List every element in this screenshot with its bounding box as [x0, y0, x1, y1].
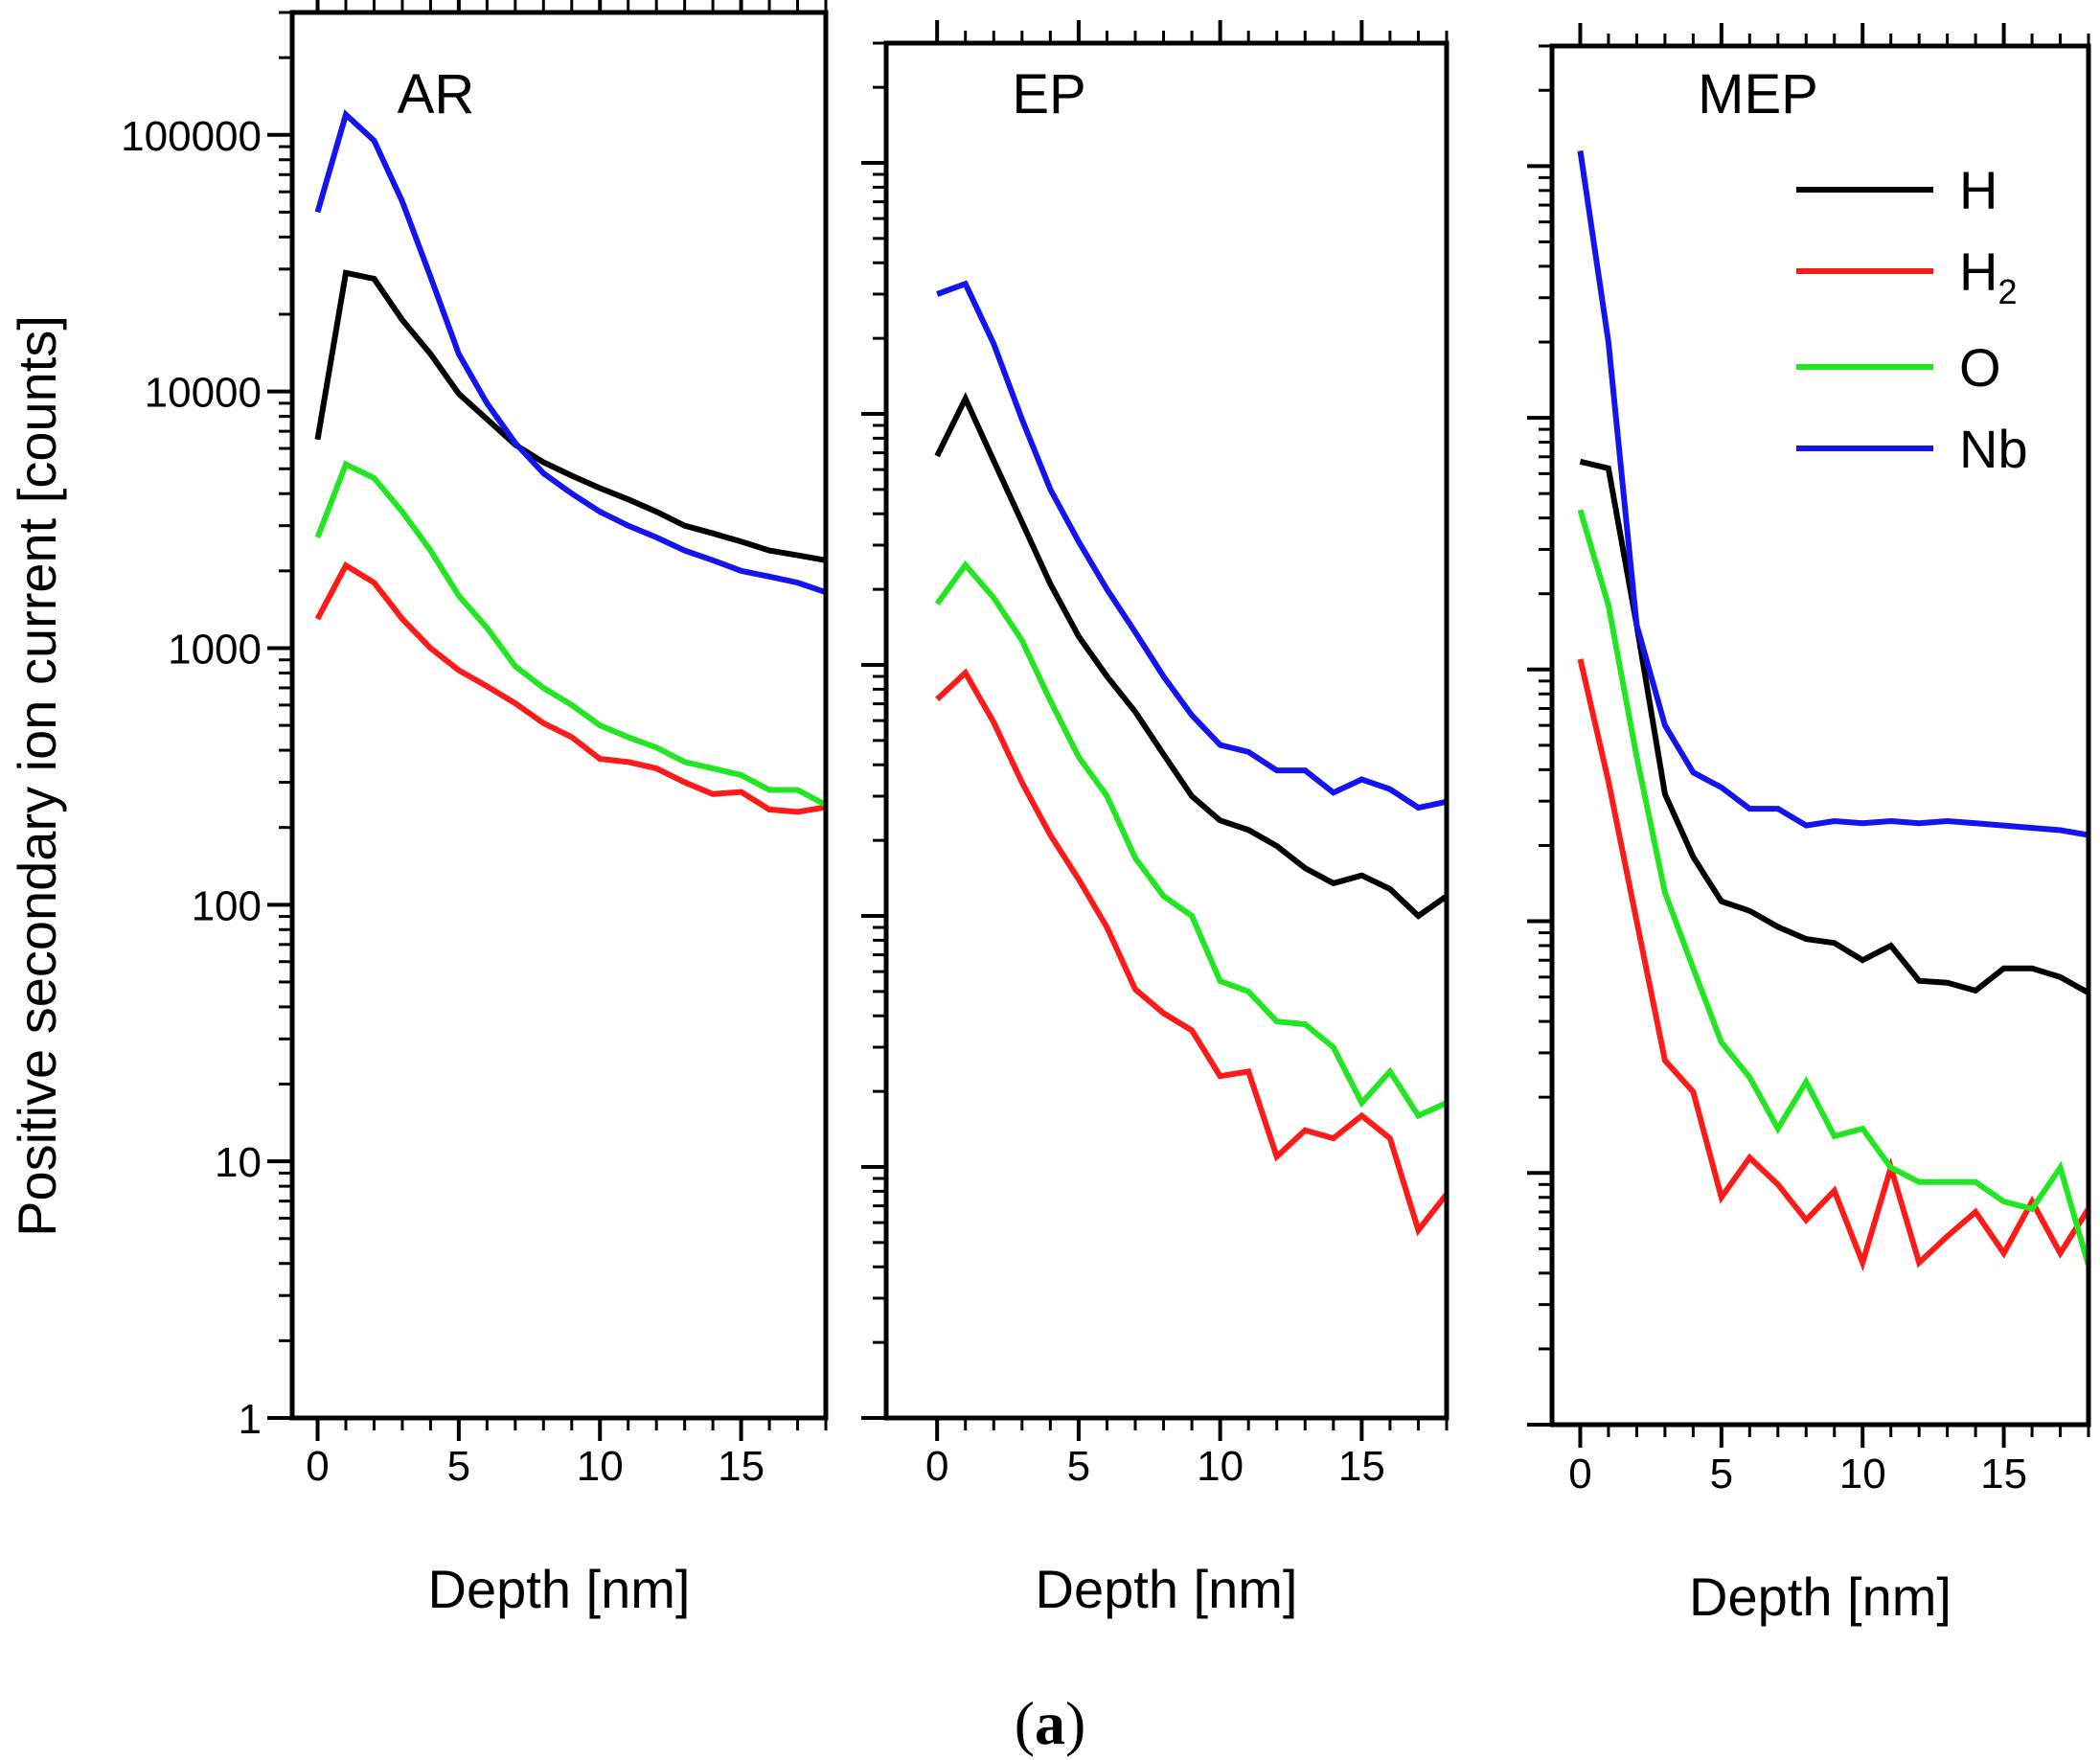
series-line-nb [314, 109, 827, 596]
series-line-h [1579, 458, 2090, 995]
x-tick-label: 15 [718, 1443, 765, 1490]
y-tick-label: 1 [239, 1396, 262, 1443]
series-line-h [314, 269, 827, 563]
x-tick-label: 10 [1197, 1443, 1244, 1490]
plot-frame [289, 10, 829, 1421]
panel-mep: 0 5 10 15 MEP Depth [nm] H H2 O Nb [1527, 23, 2091, 1627]
y-tick-label: 10 [215, 1139, 262, 1186]
x-tick-label: 0 [1568, 1451, 1591, 1497]
y-tick-label: 100000 [121, 113, 262, 160]
panel-title: EP [1012, 63, 1085, 126]
x-tick-label: 5 [447, 1443, 470, 1490]
x-tick-label: 5 [1710, 1451, 1733, 1497]
x-tick-label: 0 [925, 1443, 948, 1490]
series-line-o [934, 560, 1449, 1120]
x-tick-label: 0 [306, 1443, 329, 1490]
x-axis-label: Depth [nm] [428, 1559, 691, 1619]
legend-label-h: H [1959, 160, 1997, 220]
x-axis-label: Depth [nm] [1036, 1559, 1298, 1619]
caption-letter: a [1035, 1689, 1065, 1757]
x-tick-label: 10 [577, 1443, 624, 1490]
series-line-o [314, 460, 828, 808]
panel-title: MEP [1698, 63, 1818, 126]
series-line-h2 [935, 668, 1449, 1237]
x-tick-label: 10 [1839, 1451, 1886, 1497]
panel-title: AR [398, 63, 475, 126]
x-axis-label: Depth [nm] [1689, 1566, 1952, 1627]
series-line-o [1577, 509, 2091, 1267]
series-line-h [934, 392, 1449, 920]
panel-ar: 1 10 100 1000 10000 100000 0 5 10 15 AR Depth [nm] [121, 0, 829, 1619]
legend-label-o: O [1959, 337, 2001, 398]
y-tick-label: 10000 [145, 370, 262, 417]
legend-label-h2: H2 [1959, 241, 2017, 311]
x-tick-label: 15 [1980, 1451, 2027, 1497]
series-line-h2 [1577, 658, 2091, 1272]
y-tick-label: 1000 [168, 626, 262, 673]
series-line-nb [936, 280, 1448, 811]
x-tick-label: 5 [1067, 1443, 1090, 1490]
x-tick-label: 15 [1338, 1443, 1385, 1490]
y-tick-label: 100 [192, 882, 262, 929]
series-line-nb [1577, 149, 2089, 838]
y-axis-label: Positive secondary ion current [counts] [7, 315, 67, 1237]
plot-frame [883, 40, 1449, 1421]
figure-caption: (a) [1015, 1689, 1086, 1757]
series-line-h2 [314, 560, 827, 815]
legend-label-nb: Nb [1959, 419, 2028, 479]
plot-frame [1549, 43, 2091, 1428]
panel-ep: 0 5 10 15 EP Depth [nm] [861, 20, 1449, 1619]
